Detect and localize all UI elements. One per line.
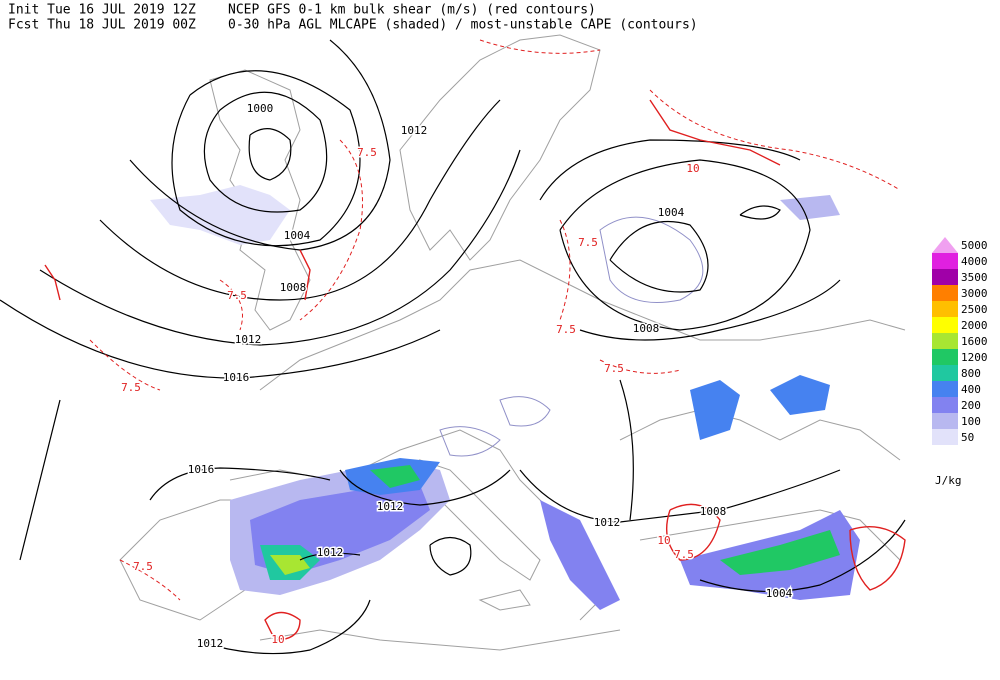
isobar-label: 1012 bbox=[401, 124, 428, 137]
cape-contours bbox=[439, 216, 704, 457]
shear-label: 7.5 bbox=[227, 289, 247, 302]
shear-label: 10 bbox=[686, 162, 699, 175]
contour-labels: 1000 1004 1008 1012 1016 1012 1004 1008 1016 1012… bbox=[120, 101, 795, 652]
legend-label: 3000 bbox=[961, 287, 988, 300]
init-time: Init Tue 16 JUL 2019 12Z bbox=[8, 3, 196, 18]
isobar-label: 1012 bbox=[197, 637, 224, 650]
isobar-label: 1008 bbox=[700, 505, 727, 518]
legend-swatch bbox=[932, 381, 958, 397]
shear-label: 10 bbox=[657, 534, 670, 547]
legend-swatch bbox=[932, 253, 958, 269]
isobars bbox=[0, 39, 906, 655]
legend-swatch bbox=[932, 317, 958, 333]
shear-label: 10 bbox=[271, 633, 284, 646]
forecast-time: Fcst Thu 18 JUL 2019 00Z bbox=[8, 18, 196, 33]
legend-triangle bbox=[932, 237, 958, 253]
isobar-label: 1016 bbox=[188, 463, 215, 476]
legend-swatch bbox=[932, 301, 958, 317]
shear-label: 7.5 bbox=[121, 381, 141, 394]
legend-label: 2000 bbox=[961, 319, 988, 332]
legend-label: 1200 bbox=[961, 351, 988, 364]
isobar-label: 1012 bbox=[377, 500, 404, 513]
legend-swatch bbox=[932, 333, 958, 349]
legend-label: 50 bbox=[961, 431, 974, 444]
cape-shading bbox=[150, 185, 860, 610]
isobar-label: 1004 bbox=[766, 587, 793, 600]
isobar-label: 1012 bbox=[235, 333, 262, 346]
isobar-label: 1008 bbox=[280, 281, 307, 294]
legend-label: 100 bbox=[961, 415, 981, 428]
isobar-label: 1000 bbox=[247, 102, 274, 115]
isobar-label: 1016 bbox=[223, 371, 250, 384]
shear-label: 7.5 bbox=[357, 146, 377, 159]
legend-swatch bbox=[932, 285, 958, 301]
legend-label: 5000 bbox=[961, 239, 988, 252]
shear-label: 7.5 bbox=[556, 323, 576, 336]
legend-swatch bbox=[932, 349, 958, 365]
legend-label: 1600 bbox=[961, 335, 988, 348]
shear-label: 7.5 bbox=[578, 236, 598, 249]
legend-swatch bbox=[932, 269, 958, 285]
legend-swatch bbox=[932, 429, 958, 445]
legend-label: 2500 bbox=[961, 303, 988, 316]
legend-swatch bbox=[932, 365, 958, 381]
isobar-label: 1004 bbox=[658, 206, 685, 219]
legend-label: 400 bbox=[961, 383, 981, 396]
isobar-label: 1008 bbox=[633, 322, 660, 335]
legend-label: 4000 bbox=[961, 255, 988, 268]
title-line-1: NCEP GFS 0-1 km bulk shear (m/s) (red co… bbox=[228, 3, 596, 18]
legend-swatch bbox=[932, 413, 958, 429]
title-line-2: 0-30 hPa AGL MLCAPE (shaded) / most-unst… bbox=[228, 18, 698, 33]
isobar-label: 1012 bbox=[317, 546, 344, 559]
legend: 5000 4000 3500 3000 2500 2000 1600 1200 800 400 20… bbox=[932, 237, 988, 445]
legend-swatch bbox=[932, 397, 958, 413]
legend-unit: J/kg bbox=[935, 474, 962, 487]
isobar-label: 1012 bbox=[594, 516, 621, 529]
legend-label: 200 bbox=[961, 399, 981, 412]
shear-label: 7.5 bbox=[604, 362, 624, 375]
legend-label: 800 bbox=[961, 367, 981, 380]
isobar-label: 1004 bbox=[284, 229, 311, 242]
shear-contours bbox=[44, 39, 906, 641]
legend-label: 3500 bbox=[961, 271, 988, 284]
shear-label: 7.5 bbox=[133, 560, 153, 573]
shear-label: 7.5 bbox=[674, 548, 694, 561]
